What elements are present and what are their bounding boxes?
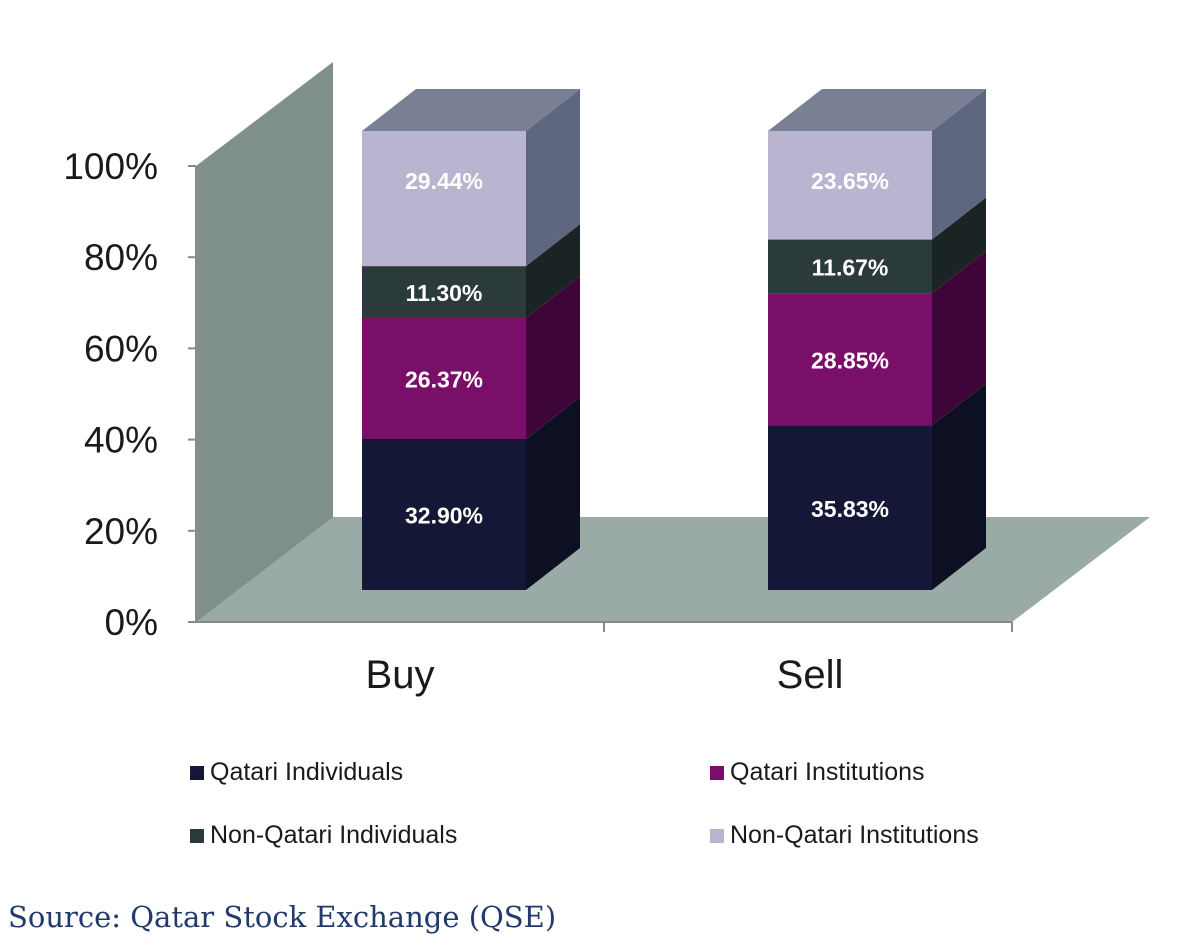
bar-side-buy-qatari-individuals: [526, 397, 580, 590]
bar-buy-qatari-institutions: [362, 317, 526, 440]
legend-swatch-non-qatari-institutions: [710, 828, 724, 843]
bar-sell-qatari-individuals: [768, 425, 932, 590]
bar-side-sell-non-qatari-individuals: [932, 197, 986, 294]
bar-side-buy-non-qatari-individuals: [526, 224, 580, 318]
x-category-label: Sell: [777, 653, 844, 697]
data-label: 26.37%: [405, 366, 483, 392]
data-label: 11.30%: [406, 280, 483, 306]
bar-buy-non-qatari-individuals: [362, 266, 526, 318]
data-label: 28.85%: [811, 347, 889, 373]
bar-side-sell-non-qatari-institutions: [932, 89, 986, 240]
data-label: 35.83%: [811, 496, 889, 522]
legend-item-non-qatari-individuals: Non-Qatari Individuals: [190, 821, 457, 850]
y-tick-label: 0%: [105, 602, 158, 643]
chart-back-wall: [196, 62, 333, 622]
y-tick-label: 80%: [84, 237, 158, 278]
legend-swatch-qatari-institutions: [710, 765, 724, 780]
chart-floor: [196, 517, 1150, 622]
bar-side-buy-non-qatari-institutions: [526, 89, 580, 267]
y-tick-label: 100%: [63, 146, 158, 187]
y-tick-label: 40%: [84, 420, 158, 461]
legend-swatch-qatari-individuals: [190, 765, 204, 780]
legend-item-qatari-individuals: Qatari Individuals: [190, 758, 403, 787]
data-label: 32.90%: [405, 503, 483, 529]
bar-sell-non-qatari-individuals: [768, 239, 932, 294]
bar-sell-non-qatari-institutions: [768, 131, 932, 240]
legend-label: Qatari Institutions: [730, 758, 925, 786]
bar-sell-qatari-institutions: [768, 293, 932, 426]
bar-side-sell-qatari-individuals: [932, 383, 986, 590]
bar-buy-qatari-individuals: [362, 439, 526, 590]
x-category-label: Buy: [366, 653, 435, 697]
legend-swatch-non-qatari-individuals: [190, 828, 204, 843]
source-note: Source: Qatar Stock Exchange (QSE): [8, 900, 557, 934]
data-label: 11.67%: [812, 254, 889, 280]
bar-top-buy: [362, 89, 580, 131]
stacked-bar-chart: 0% 20% 40% 60% 80% 100% 32.90% 26.37% 11.30% 29.…: [63, 62, 1150, 697]
y-tick-label: 60%: [84, 328, 158, 369]
legend-item-non-qatari-institutions: Non-Qatari Institutions: [710, 821, 979, 850]
legend-item-qatari-institutions: Qatari Institutions: [710, 758, 925, 787]
legend-label: Non-Qatari Institutions: [730, 821, 979, 849]
y-tick-label: 20%: [84, 511, 158, 552]
legend-label: Non-Qatari Individuals: [210, 821, 458, 849]
data-label: 23.65%: [811, 168, 889, 194]
legend-label: Qatari Individuals: [210, 758, 404, 786]
bar-top-sell: [768, 89, 986, 131]
bar-buy-non-qatari-institutions: [362, 131, 526, 267]
data-label: 29.44%: [405, 168, 483, 194]
bar-side-sell-qatari-institutions: [932, 251, 986, 426]
bar-side-buy-qatari-institutions: [526, 275, 580, 440]
